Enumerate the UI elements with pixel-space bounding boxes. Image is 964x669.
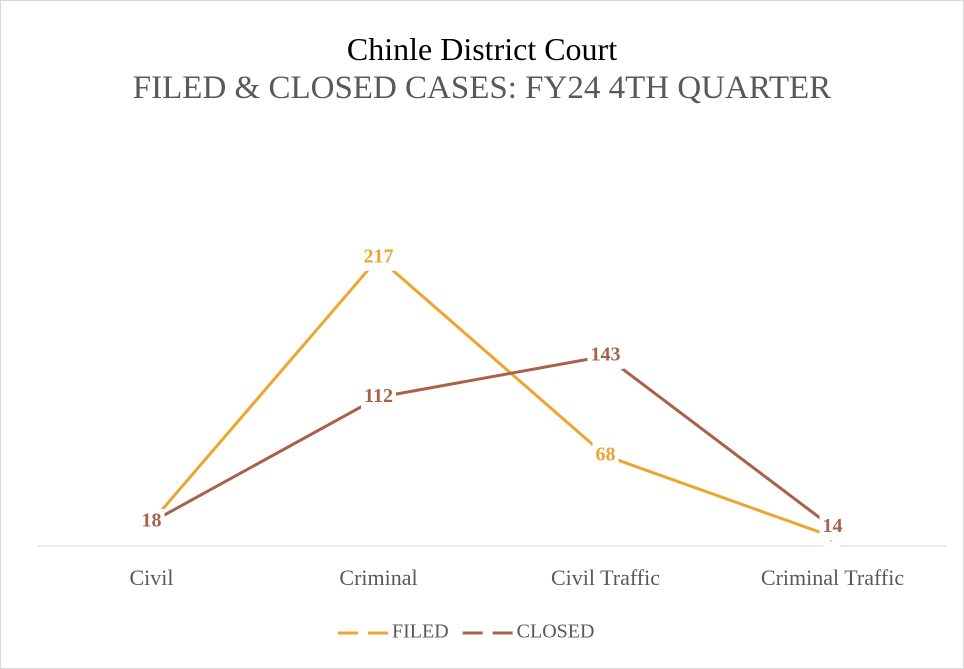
x-tick-label: Criminal [339, 565, 417, 590]
data-label-bg [360, 244, 397, 271]
data-label-bg [587, 343, 624, 370]
data-label-bg [592, 442, 619, 469]
titles: Chinle District Court FILED & CLOSED CAS… [132, 30, 832, 108]
chart-subtitle: FILED & CLOSED CASES: FY24 4TH QUARTER [132, 70, 832, 106]
data-label: 68 [596, 443, 616, 465]
data-label: 143 [591, 344, 621, 366]
data-label: 217 [364, 245, 394, 267]
series-line [150, 354, 834, 529]
data-label-bg [361, 384, 396, 411]
data-label: 14 [823, 515, 843, 537]
chart-title: Chinle District Court [346, 31, 618, 67]
series-line [150, 255, 834, 539]
x-tick-label: Civil [129, 565, 173, 590]
legend-label: FILED [392, 621, 449, 643]
x-tick-label: Civil Traffic [551, 565, 660, 590]
data-label: 18 [142, 510, 162, 532]
data-label: 112 [364, 385, 393, 407]
legend-label: CLOSED [517, 621, 595, 643]
data-label-bg [138, 509, 165, 536]
data-label-bg [819, 514, 846, 541]
x-tick-label: Criminal Traffic [761, 565, 904, 590]
